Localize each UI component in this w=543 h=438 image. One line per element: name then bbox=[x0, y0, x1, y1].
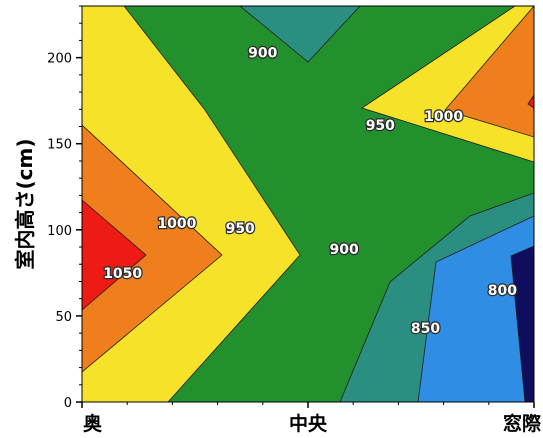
contour-regions bbox=[82, 6, 534, 402]
region-850-900-top bbox=[239, 6, 361, 63]
contour-level-label: 1000 bbox=[157, 216, 196, 232]
region-above-1050-right bbox=[527, 94, 534, 109]
region-800-850 bbox=[417, 215, 534, 402]
x-category-label: 奥 bbox=[83, 412, 103, 435]
contour-level-label: 900 bbox=[248, 45, 277, 61]
y-tick-label: 100 bbox=[47, 224, 72, 239]
y-tick-label: 50 bbox=[55, 310, 72, 325]
y-tick-label: 150 bbox=[47, 138, 72, 153]
x-axis: 奥 中央 窓際 bbox=[81, 402, 542, 435]
region-above-1050 bbox=[82, 199, 147, 311]
region-1000-1050-right bbox=[444, 6, 534, 138]
x-category-label: 中央 bbox=[289, 412, 328, 435]
contour-level-label: 1050 bbox=[103, 266, 142, 282]
y-axis-title: 室内高さ(cm) bbox=[13, 139, 37, 270]
contour-level-label: 950 bbox=[366, 118, 395, 134]
x-category-label: 窓際 bbox=[503, 412, 542, 435]
region-below-800 bbox=[510, 245, 534, 402]
contour-level-label: 1000 bbox=[424, 109, 463, 125]
contour-labels: 900 1000 950 1000 950 900 1050 800 850 bbox=[102, 44, 518, 338]
y-axis: 0 50 100 150 200 bbox=[47, 5, 82, 411]
contour-level-label: 850 bbox=[411, 321, 440, 337]
contour-level-label: 950 bbox=[226, 221, 255, 237]
y-tick-label: 200 bbox=[47, 52, 72, 67]
region-1000-1050-left bbox=[82, 124, 223, 373]
contour-level-label: 900 bbox=[330, 242, 359, 258]
y-tick-label: 0 bbox=[64, 396, 72, 411]
contour-level-label: 800 bbox=[488, 283, 517, 299]
